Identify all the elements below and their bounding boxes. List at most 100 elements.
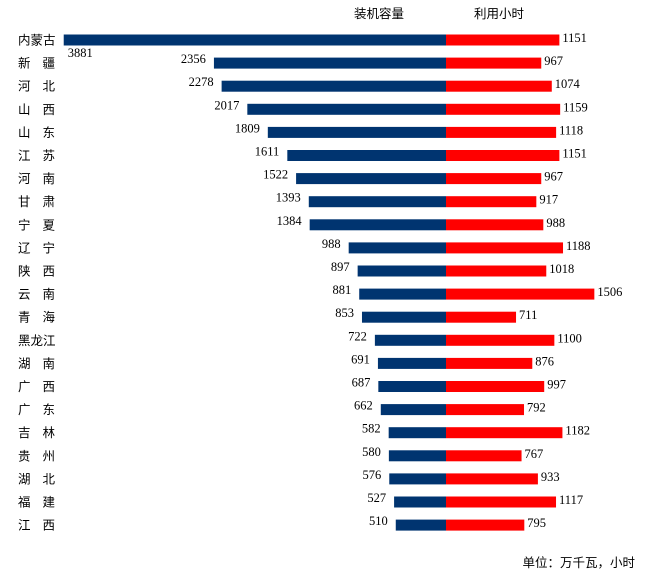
bar-hours (446, 103, 561, 115)
category-label: 广东 (18, 402, 55, 417)
bar-capacity (309, 219, 446, 231)
unit-note: 单位：万千瓦，小时 (522, 555, 635, 570)
capacity-value-label: 1393 (276, 191, 301, 205)
capacity-value-label: 576 (363, 468, 382, 482)
bar-hours (446, 427, 563, 439)
bar-hours (446, 381, 545, 392)
hours-value-label: 1151 (562, 31, 587, 45)
category-label: 山西 (18, 102, 55, 117)
capacity-value-label: 2356 (181, 52, 206, 66)
bar-hours (446, 196, 537, 208)
capacity-value-label: 2017 (214, 98, 239, 112)
bar-hours (446, 519, 525, 531)
bar-hours (446, 219, 544, 231)
category-label: 广西 (18, 379, 55, 394)
category-label: 河北 (18, 79, 55, 94)
bar-capacity (348, 242, 446, 254)
category-label: 甘肃 (18, 194, 55, 209)
hours-value-label: 876 (535, 354, 554, 368)
hours-value-label: 1118 (559, 123, 583, 137)
category-label: 宁夏 (18, 217, 55, 232)
chart-rows: 内蒙古 3881 1151 新疆 2356 967 河北 2278 1074 山西 2017 1159… (18, 31, 622, 533)
bar-capacity (388, 427, 446, 439)
bar-hours (446, 288, 595, 300)
bar-capacity (221, 80, 446, 92)
capacity-value-label: 527 (367, 491, 386, 505)
category-label: 山东 (18, 125, 55, 140)
capacity-value-label: 1522 (263, 168, 288, 182)
bar-hours (446, 80, 552, 92)
bar-capacity (388, 450, 446, 462)
hours-value-label: 917 (539, 193, 558, 207)
capacity-value-label: 1384 (277, 214, 303, 228)
category-label: 辽宁 (18, 240, 55, 255)
capacity-value-label: 881 (332, 283, 351, 297)
bar-capacity (287, 150, 446, 161)
bar-capacity (395, 519, 446, 531)
category-label: 陕西 (18, 264, 55, 279)
bar-capacity (247, 103, 446, 115)
hours-value-label: 1182 (565, 424, 590, 438)
bar-capacity (63, 34, 447, 46)
bar-capacity (267, 126, 446, 138)
capacity-value-label: 2278 (189, 75, 214, 89)
category-label: 江西 (18, 518, 55, 533)
hours-value-label: 1188 (566, 239, 591, 253)
capacity-value-label: 722 (348, 329, 367, 343)
category-label: 湖南 (18, 356, 55, 371)
capacity-value-label: 580 (362, 445, 381, 459)
hours-value-label: 1506 (597, 285, 622, 299)
hours-value-label: 795 (527, 516, 546, 530)
bar-hours (446, 311, 517, 323)
hours-value-label: 997 (547, 378, 566, 392)
capacity-value-label: 510 (369, 514, 388, 528)
hours-value-label: 1151 (562, 147, 587, 161)
bar-capacity (374, 334, 446, 346)
bar-capacity (359, 288, 446, 300)
capacity-value-label: 853 (335, 306, 354, 320)
hours-value-label: 1117 (559, 493, 583, 507)
bar-capacity (380, 404, 446, 416)
capacity-value-label: 687 (352, 376, 371, 390)
bar-capacity (389, 473, 446, 485)
category-label: 新疆 (18, 56, 55, 71)
bar-hours (446, 34, 560, 46)
capacity-value-label: 1611 (255, 145, 280, 159)
hours-value-label: 711 (519, 308, 537, 322)
bar-hours (446, 173, 542, 185)
series-header-capacity: 装机容量 (354, 6, 404, 21)
hours-value-label: 767 (525, 447, 544, 461)
category-label: 江苏 (18, 148, 55, 163)
capacity-value-label: 662 (354, 399, 373, 413)
bar-hours (446, 450, 522, 462)
hours-value-label: 967 (544, 170, 563, 184)
bar-hours (446, 496, 557, 508)
category-label: 黑龙江 (18, 333, 56, 348)
bar-capacity (378, 381, 446, 392)
bar-capacity (308, 196, 446, 208)
bar-capacity (357, 265, 446, 277)
category-label: 内蒙古 (18, 33, 56, 48)
bar-hours (446, 57, 542, 69)
hours-value-label: 792 (527, 401, 546, 415)
bar-hours (446, 150, 560, 161)
bar-capacity (296, 173, 446, 185)
category-label: 吉林 (18, 425, 55, 440)
bar-capacity (377, 357, 446, 369)
bar-capacity (361, 311, 446, 323)
bar-hours (446, 126, 557, 138)
hours-value-label: 988 (546, 216, 565, 230)
category-label: 湖北 (18, 471, 55, 486)
capacity-value-label: 3881 (68, 46, 93, 60)
hours-value-label: 933 (541, 470, 560, 484)
hours-value-label: 1018 (549, 262, 574, 276)
category-label: 云南 (18, 287, 55, 302)
bar-hours (446, 242, 564, 254)
series-header-hours: 利用小时 (474, 6, 525, 21)
hours-value-label: 967 (544, 54, 563, 68)
bar-hours (446, 265, 547, 277)
category-label: 贵州 (18, 448, 55, 463)
category-label: 河南 (18, 171, 55, 186)
hours-value-label: 1074 (555, 77, 581, 91)
